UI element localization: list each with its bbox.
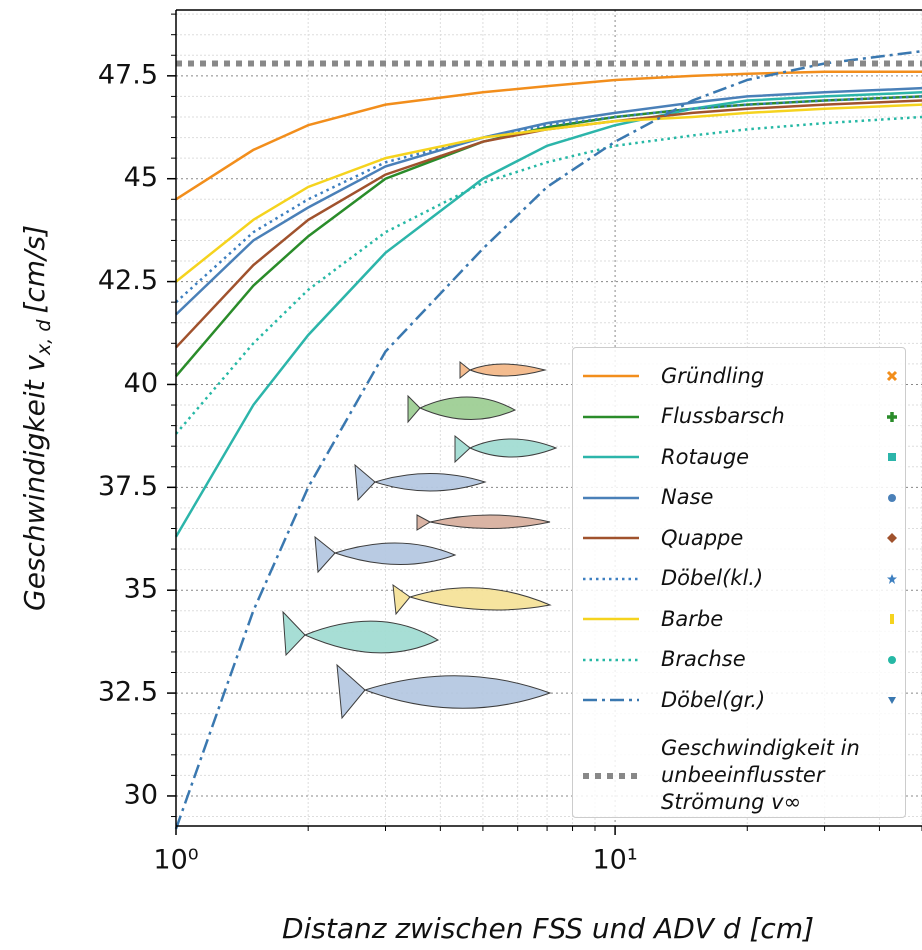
series-line: [175, 95, 922, 378]
legend-marker: [887, 573, 897, 584]
y-tick-label: 45: [124, 162, 158, 193]
series-line: [175, 115, 922, 435]
y-tick-label: 30: [124, 779, 158, 810]
y-label-unit: [cm/s]: [18, 225, 51, 314]
series-line: [174, 91, 922, 538]
legend-label: Flussbarsch: [661, 404, 785, 429]
legend-entry: Flussbarsch: [581, 397, 905, 438]
legend-swatch: [583, 496, 639, 499]
legend-entry: Geschwindigkeit in unbeeinflusster Ström…: [581, 721, 905, 831]
legend-entry: Rotauge: [581, 437, 905, 478]
legend-marker: [887, 411, 897, 422]
x-axis-label: Distanz zwischen FSS und ADV d [cm]: [282, 912, 814, 945]
legend-label: Quappe: [661, 525, 744, 550]
legend-entry: Quappe: [581, 518, 905, 559]
legend-swatch: [583, 577, 639, 580]
series-line: [175, 86, 922, 316]
legend-label: Barbe: [661, 606, 724, 631]
legend-swatch: [583, 537, 639, 540]
series-line: [175, 70, 922, 201]
legend-label: Brachse: [661, 647, 746, 672]
legend-entry: Barbe: [581, 599, 905, 640]
legend-entry: Nase: [581, 478, 905, 519]
legend-swatch: [583, 375, 639, 378]
x-tick-label: 10¹: [592, 845, 637, 876]
fish-illustration: [282, 360, 558, 720]
legend-swatch: [583, 456, 639, 459]
legend-marker: [888, 493, 896, 502]
legend-entry: Döbel(gr.): [581, 680, 905, 721]
legend-label: Döbel(kl.): [661, 566, 764, 591]
series-line: [175, 103, 922, 283]
legend-marker: [887, 533, 897, 544]
legend-entry: Döbel(kl.): [581, 559, 905, 600]
legend-label: Gründling: [661, 363, 765, 388]
legend-marker: [888, 453, 896, 462]
y-axis-label: Geschwindigkeit vx, d [cm/s]: [18, 225, 55, 611]
y-tick-label: 40: [124, 368, 158, 399]
legend-label: Nase: [661, 485, 714, 510]
legend-label: Rotauge: [661, 444, 750, 469]
lines: [174, 49, 922, 830]
legend-marker: [888, 697, 896, 705]
y-tick-label: 47.5: [98, 59, 158, 90]
legend-marker: [890, 614, 894, 625]
legend-entry: Brachse: [581, 640, 905, 681]
legend-entry: Gründling: [581, 356, 905, 397]
y-tick-label: 37.5: [98, 471, 158, 502]
legend-label: Geschwindigkeit in unbeeinflusster Ström…: [661, 736, 860, 814]
axes: 30 32.5 35 37.5 40 42.5 45 47.5 10⁰ 10¹: [98, 9, 922, 876]
legend-label: Döbel(gr.): [661, 687, 766, 712]
legend-swatch: [583, 658, 639, 661]
legend-swatch: [583, 699, 639, 702]
series-line: [174, 49, 922, 830]
legend: Gründling Flussbarsch Rotauge Nase Quappe Döb…: [572, 347, 906, 818]
legend-swatch: [583, 772, 639, 779]
y-tick-label: 35: [124, 574, 158, 605]
x-tick-label: 10⁰: [153, 845, 198, 876]
y-tick-label: 32.5: [98, 677, 158, 708]
legend-marker: [886, 371, 898, 382]
legend-marker: [888, 655, 896, 664]
y-label-main: Geschwindigkeit v: [18, 355, 51, 612]
legend-swatch: [583, 618, 639, 621]
y-tick-label: 42.5: [98, 265, 158, 296]
y-label-sub: x, d: [33, 319, 55, 356]
legend-swatch: [583, 415, 639, 418]
